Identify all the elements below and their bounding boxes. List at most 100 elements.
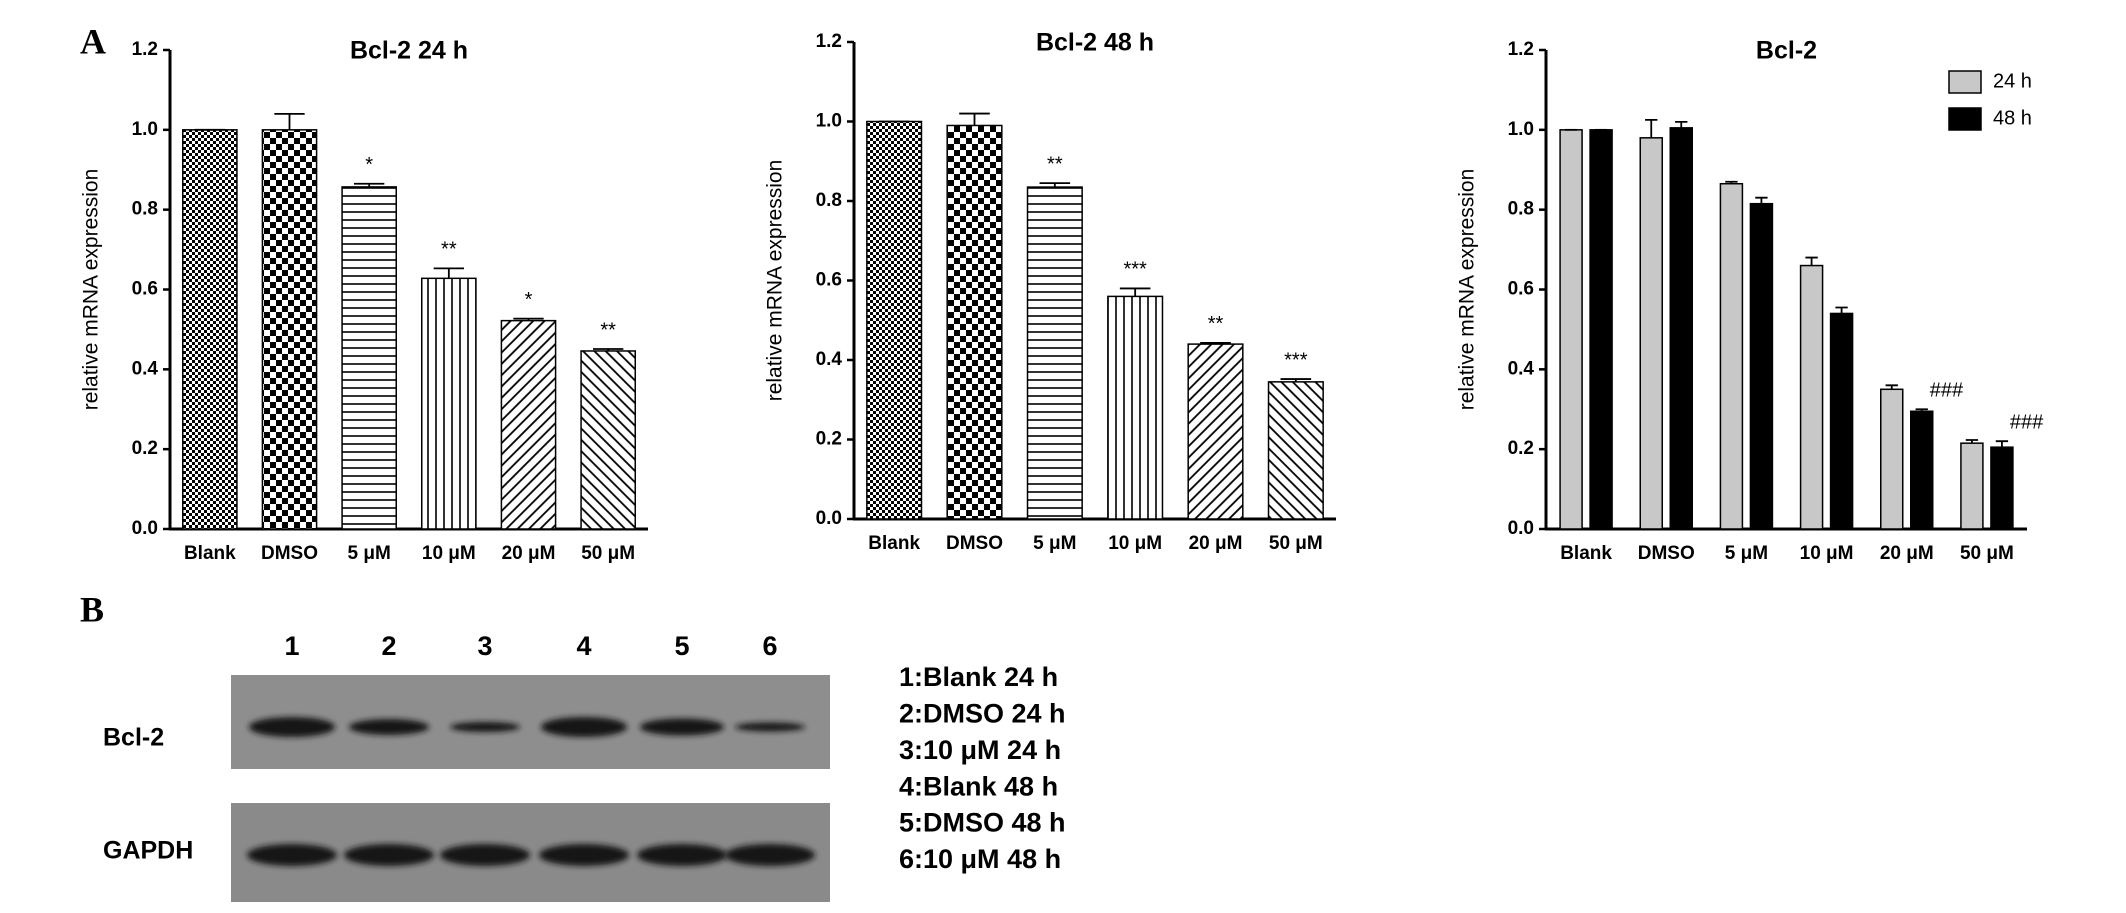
blot-band	[450, 722, 520, 732]
x-tick-label: 20 μM	[1189, 533, 1243, 554]
bar	[1187, 343, 1244, 520]
lane-label: 2	[381, 631, 396, 661]
significance-label: ***	[1284, 349, 1308, 371]
significance-label: **	[1208, 313, 1224, 335]
x-tick-label: Blank	[1560, 543, 1612, 564]
y-tick-label: 1.2	[816, 31, 842, 52]
error-bar	[592, 348, 624, 351]
error-bar	[1965, 439, 1979, 444]
error-bar	[1645, 118, 1658, 138]
legend-label: 48 h	[1993, 107, 2032, 129]
error-bar	[1039, 182, 1071, 188]
error-bar	[1675, 120, 1688, 128]
blot-band	[637, 844, 727, 866]
y-axis-label: relative mRNA expression	[80, 169, 103, 411]
significance-label: ###	[2010, 411, 2044, 433]
error-bar	[959, 112, 990, 126]
significance-label: *	[525, 289, 533, 311]
x-tick-label: 10 μM	[1108, 533, 1162, 554]
y-tick-label: 0.4	[816, 349, 843, 370]
error-bar	[353, 182, 385, 187]
x-tick-label: 10 μM	[1800, 543, 1854, 564]
bar	[181, 129, 238, 530]
error-bar	[433, 267, 465, 279]
error-bar	[1915, 408, 1928, 412]
y-tick-label: 1.2	[132, 39, 158, 60]
legend-label: 24 h	[1993, 70, 2032, 92]
lane-key: 4:Blank 48 h	[899, 771, 1058, 801]
bar	[1829, 312, 1854, 530]
lane-label: 6	[762, 631, 777, 661]
bar	[1960, 442, 1984, 530]
y-tick-label: 0.2	[1508, 438, 1534, 459]
x-tick-label: Blank	[184, 543, 236, 564]
error-bar	[1119, 287, 1151, 297]
bar	[1589, 129, 1613, 530]
bar	[1559, 129, 1583, 530]
x-tick-label: 5 μM	[1725, 543, 1768, 564]
panel-label: A	[80, 21, 106, 61]
bar	[1267, 381, 1324, 520]
y-axis-label: relative mRNA expression	[1456, 169, 1479, 411]
y-tick-label: 0.2	[816, 429, 842, 450]
bar	[1749, 202, 1774, 530]
lane-label: 4	[576, 631, 591, 661]
bar	[341, 186, 398, 530]
blot-band	[539, 844, 629, 866]
chart-title: Bcl-2 24 h	[350, 37, 468, 65]
lane-label: 3	[477, 631, 492, 661]
panel-label: B	[80, 589, 104, 629]
chart-title: Bcl-2 48 h	[1036, 29, 1154, 57]
bar	[866, 120, 923, 520]
legend-swatch	[1948, 107, 1982, 131]
x-tick-label: 50 μM	[1269, 533, 1323, 554]
lane-key: 2:DMSO 24 h	[899, 699, 1066, 729]
blot-band	[249, 717, 335, 737]
blot-band	[640, 718, 724, 736]
x-tick-label: DMSO	[946, 533, 1003, 554]
significance-label: **	[600, 319, 616, 341]
y-tick-label: 0.0	[1508, 518, 1534, 539]
y-tick-label: 0.0	[816, 508, 842, 529]
significance-label: **	[441, 239, 457, 261]
bar	[1639, 137, 1663, 530]
x-tick-label: 10 μM	[422, 543, 476, 564]
bar	[1669, 127, 1693, 530]
x-tick-label: 5 μM	[1033, 533, 1076, 554]
significance-label: *	[365, 154, 373, 176]
y-tick-label: 0.8	[816, 190, 842, 211]
error-bar	[1995, 440, 2009, 448]
y-tick-label: 0.6	[1508, 279, 1534, 300]
bar	[1026, 186, 1083, 520]
error-bar	[1835, 306, 1848, 314]
y-axis-label: relative mRNA expression	[764, 160, 787, 402]
bar	[580, 350, 637, 530]
y-tick-label: 1.0	[816, 111, 842, 132]
x-tick-label: 20 μM	[502, 543, 556, 564]
y-tick-label: 0.8	[132, 199, 158, 220]
chart-title: Bcl-2	[1756, 37, 1817, 65]
x-tick-label: 20 μM	[1880, 543, 1934, 564]
error-bar	[274, 112, 305, 130]
y-tick-label: 0.4	[1508, 358, 1535, 379]
blot-band	[541, 717, 627, 737]
y-tick-label: 0.4	[132, 358, 159, 379]
bar	[1910, 410, 1934, 530]
lane-key: 3:10 μM 24 h	[899, 735, 1061, 765]
x-tick-label: DMSO	[1638, 543, 1695, 564]
significance-label: ***	[1123, 259, 1147, 281]
y-tick-label: 1.0	[1508, 119, 1534, 140]
blot-band	[725, 844, 815, 866]
error-bar	[1885, 384, 1898, 390]
blot-band	[440, 844, 530, 866]
lane-key: 5:DMSO 48 h	[899, 808, 1066, 838]
bar	[1880, 388, 1904, 530]
bar	[946, 124, 1003, 520]
x-tick-label: DMSO	[261, 543, 318, 564]
y-tick-label: 1.0	[132, 119, 158, 140]
error-bar	[513, 317, 544, 321]
bar	[500, 319, 557, 530]
error-bar	[1280, 378, 1312, 382]
x-tick-label: 5 μM	[348, 543, 391, 564]
